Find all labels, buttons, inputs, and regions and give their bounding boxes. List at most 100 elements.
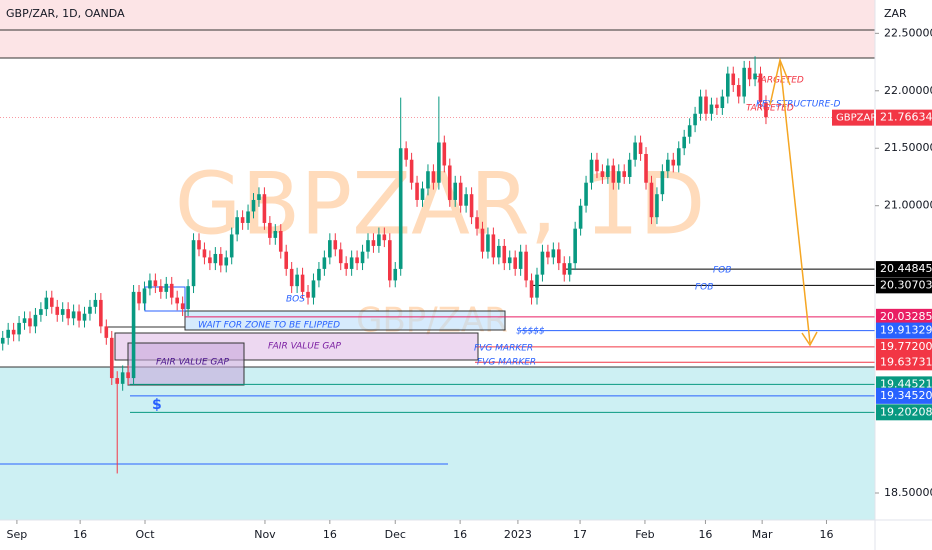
price-label: 20.30703: [880, 278, 932, 291]
candle-body: [295, 274, 299, 287]
candle-body: [328, 240, 332, 258]
x-tick-label: 16: [819, 528, 833, 541]
x-tick-label: 17: [573, 528, 587, 541]
candle-body: [387, 240, 392, 281]
levels: [0, 117, 875, 413]
candle-body: [469, 194, 474, 218]
candle-body: [11, 329, 16, 335]
candle-body: [115, 378, 120, 384]
candle-body: [415, 182, 419, 200]
candle-body: [720, 96, 725, 109]
price-label-bg: [876, 261, 932, 278]
candle-body: [268, 222, 272, 238]
candle-body: [55, 306, 60, 315]
candle-body: [557, 249, 561, 264]
candle-body: [278, 230, 283, 252]
candle-body: [257, 194, 261, 200]
candle-body: [60, 309, 65, 315]
annotation: FAIR VALUE GAP: [156, 358, 230, 368]
price-label: 19.63731: [880, 355, 932, 368]
fvg-box: [127, 342, 245, 386]
annotation: $$$$$: [516, 327, 545, 337]
candle-body: [666, 159, 670, 172]
candle-body: [17, 322, 21, 335]
candle-body: [284, 251, 289, 269]
candle-body: [126, 372, 130, 379]
candle-body: [638, 142, 643, 154]
last-price-bg: [876, 109, 932, 126]
arrow-head: [801, 331, 818, 347]
candle-body: [420, 188, 425, 200]
price-label-bg: [876, 277, 932, 294]
candle-body: [33, 314, 38, 327]
candle-body: [251, 199, 256, 212]
candle-body: [6, 329, 10, 338]
candle-body: [475, 217, 479, 229]
candle-body: [148, 280, 152, 289]
candle-body: [197, 240, 201, 250]
y-tick-label: 18.50000: [884, 486, 932, 499]
candles: [0, 56, 768, 474]
candle-body: [186, 286, 190, 310]
last-name: GBPZAR: [836, 113, 877, 124]
candle-body: [704, 96, 708, 114]
candle-body: [513, 257, 517, 269]
x-tick-label: Oct: [135, 528, 155, 541]
candle-body: [540, 251, 545, 275]
last-name-bg: [832, 109, 874, 126]
price-label: 20.03285: [880, 310, 932, 323]
candle-body: [235, 217, 239, 235]
axes: 22.50000 22.00000 21.50000 21.00000 18.50000…: [7, 26, 932, 541]
candle-body: [458, 182, 463, 206]
candle-body: [306, 291, 310, 298]
candle-body: [202, 249, 207, 258]
candle-body: [480, 228, 485, 252]
candle-body: [153, 280, 158, 287]
demand-zone: [0, 367, 875, 520]
candle-body: [464, 194, 468, 206]
candle-body: [44, 297, 49, 310]
candle-body: [606, 165, 610, 177]
candle-body: [753, 73, 757, 80]
candle-body: [338, 249, 343, 264]
currency-label: ZAR: [884, 7, 907, 20]
x-tick-label: Sep: [7, 528, 28, 541]
candle-body: [273, 230, 278, 238]
candle-body: [687, 125, 692, 137]
candle-body: [486, 234, 490, 252]
annotation: WAIT FOR ZONE TO BE FLIPPED: [198, 321, 340, 331]
candle-body: [736, 85, 741, 97]
candle-body: [240, 217, 245, 223]
candle-body: [578, 205, 583, 229]
x-tick-label: Feb: [635, 528, 654, 541]
candle-body: [747, 67, 752, 80]
candle-body: [497, 245, 501, 258]
candle-body: [109, 337, 114, 379]
candle-body: [546, 251, 550, 258]
candle-body: [573, 228, 577, 264]
candle-body: [104, 326, 109, 338]
candle-body: [142, 288, 147, 304]
candle-body: [213, 253, 218, 264]
candle-body: [349, 257, 354, 269]
candle-body: [377, 234, 381, 246]
price-label-bg: [876, 354, 932, 371]
x-tick-label: Mar: [752, 528, 773, 541]
last-price: 21.76634: [880, 111, 932, 124]
price-label: 19.20208: [880, 405, 932, 418]
candle-body: [589, 159, 594, 183]
candle-body: [649, 182, 654, 218]
candle-body: [611, 165, 616, 183]
price-label: 20.44845: [880, 262, 932, 275]
price-label: 19.77200: [880, 340, 932, 353]
x-tick-label: Dec: [385, 528, 406, 541]
candle-body: [622, 171, 627, 177]
supply-zone: [0, 0, 875, 58]
candle-body: [333, 240, 338, 250]
candle-body: [71, 311, 76, 319]
candle-body: [93, 299, 98, 307]
x-tick-label: 16: [323, 528, 337, 541]
candle-body: [431, 171, 436, 183]
candle-body: [131, 291, 136, 379]
candle-body: [627, 159, 632, 177]
